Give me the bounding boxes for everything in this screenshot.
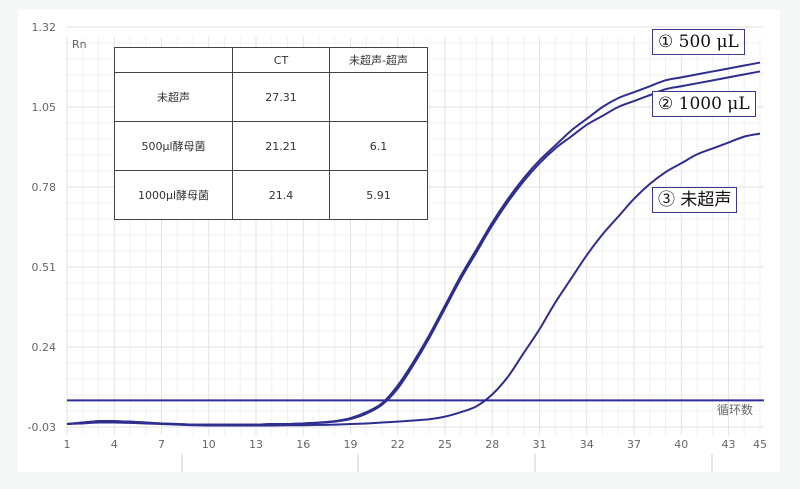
x-tick-label: 1	[64, 438, 71, 451]
x-tick-label: 7	[158, 438, 165, 451]
curves	[66, 61, 761, 427]
y-tick-label: 0.78	[32, 181, 57, 194]
table-cell: 27.31	[232, 72, 330, 122]
x-tick-label: 37	[627, 438, 641, 451]
series-label-no-ultrasound: ③ 未超声	[652, 187, 738, 213]
x-tick-label: 22	[391, 438, 405, 451]
table-cell: 500μl酵母菌	[114, 121, 233, 171]
x-tick-label: 4	[111, 438, 118, 451]
table-header	[114, 47, 233, 73]
x-tick-label: 25	[438, 438, 452, 451]
series-line-3	[66, 132, 761, 427]
y-axis-ticks: 1.32 1.05 0.78 0.51 0.24 -0.03	[28, 21, 56, 434]
y-tick-label: 1.05	[32, 101, 57, 114]
x-tick-label: 16	[296, 438, 310, 451]
table-cell	[329, 72, 428, 122]
table-row: 未超声 27.31	[114, 72, 428, 122]
x-tick-label: 40	[674, 438, 688, 451]
table-row: 500μl酵母菌 21.21 6.1	[114, 121, 428, 171]
y-tick-label: 1.32	[32, 21, 57, 34]
table-cell: 1000μl酵母菌	[114, 170, 233, 220]
x-tick-label: 43	[722, 438, 736, 451]
x-axis-label: 循环数	[717, 402, 753, 417]
table-header: 未超声-超声	[329, 47, 428, 73]
x-tick-label: 13	[249, 438, 263, 451]
x-tick-label: 28	[485, 438, 499, 451]
table-header: CT	[232, 47, 330, 73]
series-label-500ul: ① 500 μL	[652, 29, 745, 55]
table-row: 1000μl酵母菌 21.4 5.91	[114, 170, 428, 220]
x-tick-label: 10	[202, 438, 216, 451]
x-axis-ticks: 1 4 7 10 13 16 19 22 25 28 31 34 37 40 43 45	[64, 438, 768, 451]
series-label-1000ul: ② 1000 μL	[652, 91, 756, 117]
y-tick-label: 0.24	[32, 341, 57, 354]
y-tick-label: 0.51	[32, 261, 57, 274]
table-cell: 21.21	[232, 121, 330, 171]
y-axis-label: Rn	[72, 38, 87, 51]
x-tick-label: 31	[533, 438, 547, 451]
table-header-row: CT 未超声-超声	[114, 47, 428, 73]
table-cell: 5.91	[329, 170, 428, 220]
table-cell: 6.1	[329, 121, 428, 171]
ct-table: CT 未超声-超声 未超声 27.31 500μl酵母菌 21.21 6.1 1…	[114, 47, 428, 220]
table-cell: 21.4	[232, 170, 330, 220]
x-tick-label: 34	[580, 438, 594, 451]
table-cell: 未超声	[114, 72, 233, 122]
x-tick-label: 19	[344, 438, 358, 451]
y-tick-label: -0.03	[28, 421, 56, 434]
x-tick-label: 45	[753, 438, 767, 451]
